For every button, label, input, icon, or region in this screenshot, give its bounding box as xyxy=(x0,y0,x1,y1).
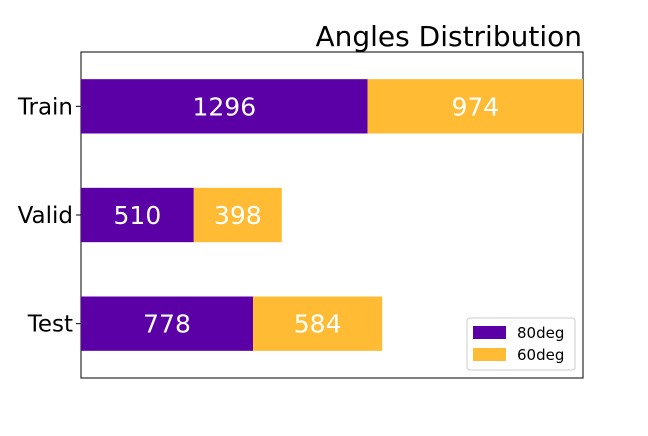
y-tick-label-test: Test xyxy=(27,312,73,338)
y-tick-label-train: Train xyxy=(17,94,73,120)
bar-train-60deg xyxy=(367,79,583,134)
bars-layer: 1296 974 510 398 778 584 xyxy=(81,79,583,351)
bar-value-label: 974 xyxy=(451,92,499,121)
bar-train-80deg xyxy=(81,79,368,134)
bar-value-label: 778 xyxy=(143,310,191,339)
legend: 80deg 60deg xyxy=(466,317,576,371)
y-axis-tick-labels: Train Valid Test xyxy=(17,94,81,338)
bar-value-label: 584 xyxy=(294,310,342,339)
bar-valid-80deg xyxy=(81,187,194,243)
bar-value-label: 1296 xyxy=(192,92,256,121)
bar-valid-60deg xyxy=(193,187,282,243)
bar-value-label: 398 xyxy=(214,201,262,230)
legend-label-80deg: 80deg xyxy=(517,324,564,342)
y-tick-label-valid: Valid xyxy=(18,203,73,229)
bar-value-label: 510 xyxy=(114,201,162,230)
legend-swatch-80deg xyxy=(473,326,506,339)
legend-label-60deg: 60deg xyxy=(517,346,564,364)
bar-test-60deg xyxy=(253,296,383,351)
legend-swatch-60deg xyxy=(473,348,506,361)
chart-title: Angles Distribution xyxy=(315,20,582,53)
bar-test-80deg xyxy=(81,296,254,351)
